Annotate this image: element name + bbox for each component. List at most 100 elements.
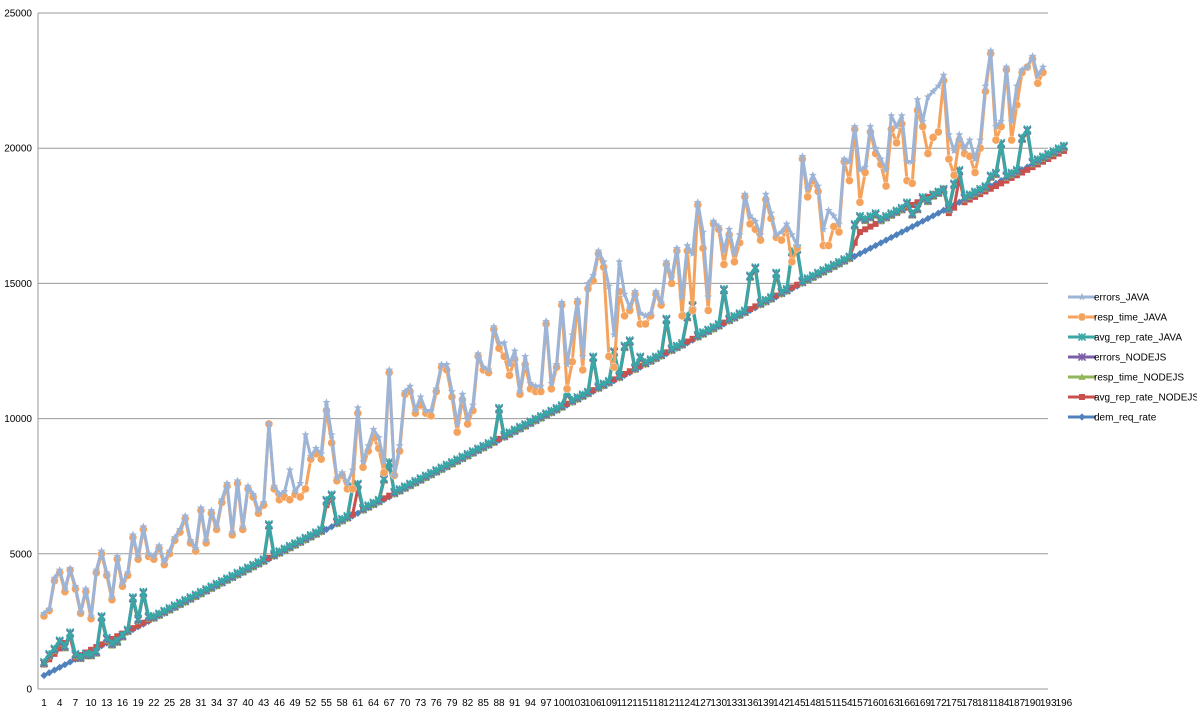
data-point-dem-req-rate (903, 225, 911, 233)
data-point-avg-rep-rate-nodejs (140, 619, 147, 626)
data-point-dem-req-rate (892, 231, 901, 239)
x-tick-label: 76 (431, 698, 443, 709)
data-point-errors-java (400, 387, 409, 395)
data-point-errors-java (599, 257, 608, 266)
data-point-errors-java (672, 244, 681, 252)
data-point-avg-rep-rate-java (301, 533, 310, 542)
data-point-avg-rep-rate-java (913, 203, 922, 212)
data-point-dem-req-rate (40, 671, 48, 680)
legend-item-dem-req-rate: dem_req_rate (1068, 413, 1157, 424)
legend-item-avg-rep-rate-nodejs: avg_rep_rate_NODEJS (1068, 393, 1197, 404)
data-point-avg-rep-rate-java (489, 436, 498, 445)
data-point-dem-req-rate (61, 661, 69, 669)
legend-swatch-marker (1078, 292, 1086, 301)
data-point-avg-rep-rate-java (657, 349, 666, 358)
data-point-resp-time-java (494, 344, 504, 353)
data-point-errors-java (264, 419, 273, 428)
data-point-errors-java (144, 549, 153, 558)
data-point-avg-rep-rate-nodejs (684, 338, 691, 345)
data-point-errors-java (950, 146, 959, 155)
y-axis: 0 5000 10000 15000 20000 25000 (4, 9, 39, 696)
data-point-avg-rep-rate-java (698, 327, 708, 337)
data-point-errors-java (515, 387, 524, 395)
y-tick-label: 0 (26, 685, 32, 696)
data-point-dem-req-rate (861, 247, 869, 255)
data-point-errors-java (636, 308, 645, 317)
data-point-errors-java (620, 290, 629, 298)
data-point-errors-java (155, 541, 164, 550)
data-point-errors-java (343, 479, 352, 487)
data-point-avg-rep-rate-java (604, 376, 614, 385)
data-point-avg-rep-rate-java (824, 263, 833, 272)
data-point-errors-java (531, 381, 540, 390)
data-point-avg-rep-rate-java (463, 449, 472, 458)
data-point-avg-rep-rate-java (589, 352, 598, 361)
data-point-avg-rep-rate-java (421, 471, 430, 480)
data-point-errors-java (411, 406, 420, 414)
data-point-avg-rep-rate-java (892, 206, 901, 215)
data-point-avg-rep-rate-nodejs (621, 370, 628, 377)
data-point-avg-rep-rate-nodejs (386, 492, 393, 499)
data-point-avg-rep-rate-java (385, 457, 394, 467)
data-point-avg-rep-rate-java (374, 495, 383, 504)
data-point-avg-rep-rate-java (761, 295, 770, 304)
data-point-errors-java (787, 230, 796, 239)
data-point-errors-java (395, 441, 404, 450)
data-point-errors-java (81, 584, 90, 593)
data-point-errors-java (453, 419, 462, 428)
data-point-avg-rep-rate-java (583, 387, 593, 396)
data-point-avg-rep-rate-nodejs (129, 625, 136, 632)
data-point-avg-rep-rate-nodejs (909, 201, 916, 208)
data-point-errors-java (270, 482, 279, 490)
data-point-avg-rep-rate-java (149, 611, 159, 621)
data-point-avg-rep-rate-java (123, 625, 132, 634)
data-point-avg-rep-rate-java (290, 538, 300, 548)
x-tick-label: 61 (352, 698, 364, 709)
data-point-errors-java (573, 295, 582, 304)
data-point-avg-rep-rate-java (526, 417, 535, 426)
data-point-errors-java (149, 552, 158, 560)
data-point-errors-java (965, 135, 974, 144)
data-point-avg-rep-rate-java (615, 371, 624, 380)
data-point-avg-rep-rate-java (756, 298, 765, 307)
data-point-errors-java (437, 360, 446, 368)
data-point-errors-java (1007, 116, 1016, 125)
data-point-avg-rep-rate-java (902, 198, 912, 207)
data-point-errors-java (976, 135, 985, 144)
data-point-errors-java (160, 557, 169, 566)
data-point-errors-java (866, 122, 875, 130)
data-point-resp-time-java (730, 257, 739, 266)
data-point-avg-rep-rate-java (65, 628, 75, 637)
data-point-errors-java (641, 311, 650, 320)
data-point-avg-rep-rate-java (264, 519, 274, 529)
data-point-avg-rep-rate-java (432, 465, 441, 475)
data-point-avg-rep-rate-java (437, 463, 446, 472)
x-tick-label: 118 (648, 698, 664, 709)
data-point-resp-time-java (928, 133, 938, 142)
data-point-errors-java (824, 206, 833, 214)
data-point-dem-req-rate (322, 525, 331, 534)
data-point-errors-java (123, 568, 132, 577)
data-point-avg-rep-rate-java (228, 571, 237, 580)
data-point-resp-time-java (803, 192, 812, 202)
data-point-resp-time-java (845, 176, 854, 185)
data-point-errors-java (322, 398, 331, 406)
data-point-errors-java (678, 292, 687, 301)
data-point-avg-rep-rate-java (887, 208, 896, 218)
data-point-errors-java (291, 487, 300, 496)
data-point-avg-rep-rate-nodejs (788, 284, 795, 291)
data-point-errors-java (646, 308, 655, 317)
data-point-avg-rep-rate-java (364, 500, 373, 510)
data-point-resp-time-java (970, 168, 980, 177)
data-point-avg-rep-rate-nodejs (951, 204, 958, 211)
legend-label: resp_time_JAVA (1094, 313, 1167, 324)
data-point-errors-java (249, 490, 258, 498)
data-point-errors-java (505, 360, 514, 368)
data-point-avg-rep-rate-java (249, 560, 258, 569)
data-point-errors-java (500, 338, 509, 347)
x-tick-label: 58 (337, 698, 349, 709)
data-point-avg-rep-rate-java (881, 211, 891, 220)
data-point-resp-time-java (578, 365, 587, 375)
legend-item-errors-nodejs: errors_NODEJS (1068, 353, 1167, 364)
data-point-avg-rep-rate-java (531, 414, 540, 423)
